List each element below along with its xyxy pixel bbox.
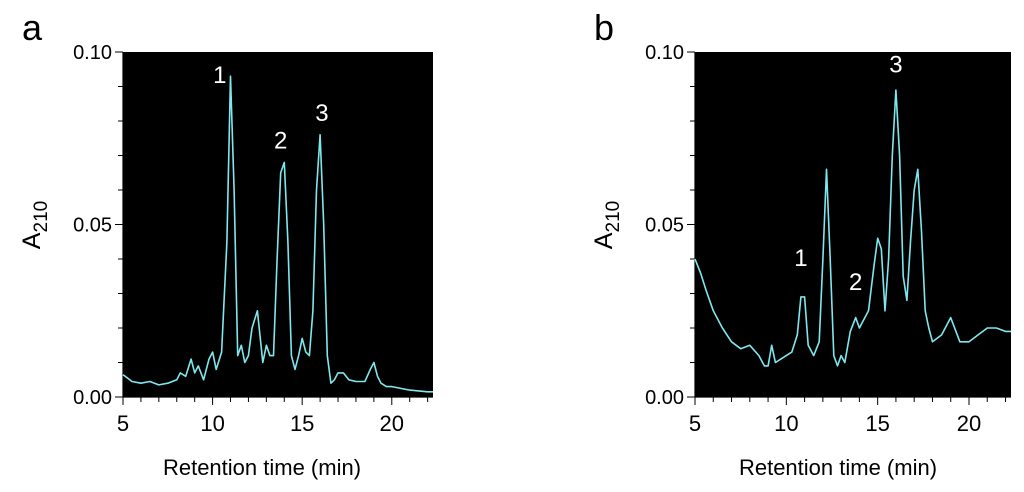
y-axis-title-main: A (18, 232, 46, 249)
y-tick-label: 0.05 (73, 215, 112, 237)
x-tick-label: 10 (774, 411, 798, 436)
plot-area (695, 52, 1011, 397)
y-tick-label: 0.10 (73, 42, 112, 64)
chromatogram-panel-a: a A210 Retention time (min) 0.00 0.05 0.10… (18, 7, 433, 480)
chromatogram-panel-b: b A210 Retention time (min) 0.00 0.05 0.10… (512, 0, 1024, 492)
peak-label: 2 (849, 269, 862, 296)
peak-label: 1 (794, 245, 807, 272)
x-tick-label: 20 (380, 411, 404, 436)
x-tick-label: 15 (290, 411, 314, 436)
peak-label: 3 (315, 100, 328, 127)
x-tick-label: 5 (689, 411, 701, 436)
chromatogram-a: a A210 Retention time (min) 0.000.050.10… (18, 7, 433, 480)
panel-label: b (594, 7, 614, 48)
peak-label: 1 (213, 62, 226, 89)
svg-text:A210: A210 (590, 201, 624, 249)
y-axis-title-main: A (590, 232, 618, 249)
x-axis-title: Retention time (min) (739, 455, 937, 480)
y-tick-label: 0.00 (73, 387, 112, 409)
chromatogram-trace (694, 89, 1011, 367)
x-tick-label: 10 (200, 411, 224, 436)
x-axis-title: Retention time (min) (163, 455, 361, 480)
x-tick-label: 20 (957, 411, 981, 436)
peak-label: 3 (889, 52, 902, 79)
peak-label: 2 (274, 128, 287, 155)
svg-text:A210: A210 (18, 201, 52, 249)
y-axis-title: A210 (590, 201, 624, 249)
x-tick-label: 5 (117, 411, 129, 436)
y-tick-label: 0.05 (645, 215, 684, 237)
y-tick-label: 0.00 (645, 387, 684, 409)
y-axis-title-sub: 210 (31, 201, 52, 233)
chromatogram-b: b A210 Retention time (min) 0.000.050.10… (590, 7, 1011, 480)
chromatogram-trace (122, 75, 433, 393)
y-axis-title: A210 (18, 201, 52, 249)
y-axis-title-sub: 210 (603, 201, 624, 233)
panel-label: a (22, 7, 43, 48)
y-tick-label: 0.10 (645, 42, 684, 64)
x-tick-label: 15 (865, 411, 889, 436)
